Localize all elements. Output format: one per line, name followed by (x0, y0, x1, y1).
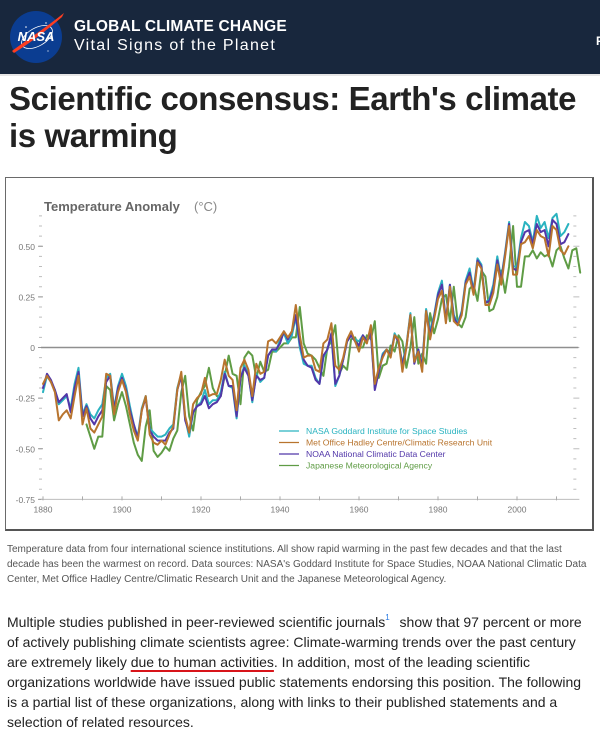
x-tick-label: 1980 (429, 504, 448, 514)
chart-title-unit: (°C) (194, 199, 217, 214)
x-tick-label: 1880 (34, 504, 53, 514)
y-axis: 0.50 0.25 0 -0.25 -0.50 -0.75 (16, 215, 43, 505)
chart-caption: Temperature data from four international… (7, 544, 587, 585)
star-icon (45, 22, 47, 24)
body-paragraph: Multiple studies published in peer-revie… (7, 612, 595, 732)
y-tick-label: -0.75 (16, 495, 36, 505)
vector-swoosh-icon (12, 13, 64, 53)
legend-label: Met Office Hadley Centre/Climatic Resear… (306, 438, 493, 448)
nasa-logo-text: NASA (18, 29, 55, 44)
x-tick-label: 1920 (192, 504, 211, 514)
highlighted-phrase: due to human activities (130, 654, 274, 670)
legend-label: NASA Goddard Institute for Space Studies (306, 426, 467, 436)
star-icon (47, 50, 49, 52)
page-title: Scientific consensus: Earth's climate is… (9, 80, 577, 154)
site-header: NASA GLOBAL CLIMATE CHANGE Vital Signs o… (0, 0, 600, 76)
legend-label: NOAA National Climatic Data Center (306, 449, 446, 459)
body-text-part2: show that 97 percent or more of actively… (7, 614, 582, 670)
nasa-logo[interactable]: NASA (8, 9, 64, 65)
x-tick-label: 2000 (508, 504, 527, 514)
y-tick-label: -0.25 (16, 394, 36, 404)
x-tick-label: 1960 (350, 504, 369, 514)
temperature-anomaly-chart: Temperature Anomaly (°C) 0.50 0.25 0 -0.25 -… (16, 199, 582, 514)
site-title[interactable]: GLOBAL CLIMATE CHANGE (74, 18, 287, 35)
site-subtitle: Vital Signs of the Planet (74, 37, 277, 54)
nav-item-truncated[interactable]: F (596, 34, 600, 48)
y-tick-label: 0.25 (18, 292, 35, 302)
series-line-nasa-goddard-institute-for-space-studies (42, 212, 570, 438)
y-tick-label: -0.50 (16, 444, 36, 454)
x-tick-label: 1900 (113, 504, 132, 514)
chart-title: Temperature Anomaly (44, 199, 181, 214)
series-line-noaa-national-climatic-data-center (42, 218, 570, 442)
series-line-met-office-hadley-centre-climatic-research-unit (42, 225, 570, 446)
legend-label: Japanese Meteorological Agency (306, 461, 433, 471)
series-group (42, 212, 582, 462)
body-text-part3: . In addition, most of the leading scien… (7, 654, 582, 730)
footnote-link[interactable]: 1 (385, 613, 390, 622)
y-tick-label: 0.50 (18, 242, 35, 252)
x-axis: 1880 1900 1920 1940 1960 1980 2000 (34, 496, 580, 514)
star-icon (25, 26, 27, 28)
x-tick-label: 1940 (271, 504, 290, 514)
body-text-part1: Multiple studies published in peer-revie… (7, 614, 386, 630)
chart-legend: NASA Goddard Institute for Space Studies… (279, 426, 493, 471)
y-tick-label: 0 (30, 343, 35, 353)
temperature-chart-frame: Temperature Anomaly (°C) 0.50 0.25 0 -0.25 -… (5, 177, 594, 531)
series-line-japanese-meteorological-agency (85, 225, 582, 462)
